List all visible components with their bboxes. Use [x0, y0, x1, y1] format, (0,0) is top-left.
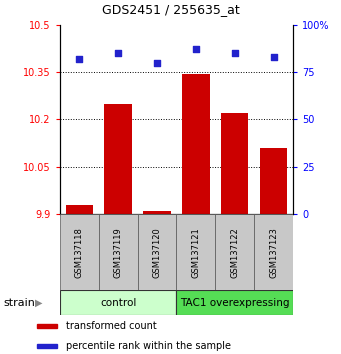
Bar	[182, 74, 210, 214]
Text: GSM137121: GSM137121	[191, 227, 201, 278]
Text: GSM137118: GSM137118	[75, 227, 84, 278]
Text: strain: strain	[3, 298, 35, 308]
Text: ▶: ▶	[35, 298, 43, 308]
Bar	[99, 214, 137, 290]
Bar	[177, 214, 216, 290]
Bar	[104, 104, 132, 214]
Bar	[177, 290, 293, 315]
Text: GDS2451 / 255635_at: GDS2451 / 255635_at	[102, 3, 239, 16]
Bar	[60, 290, 177, 315]
Point	[76, 56, 82, 62]
Point	[115, 50, 121, 56]
Point	[271, 54, 277, 60]
Text: percentile rank within the sample: percentile rank within the sample	[66, 341, 232, 351]
Bar	[60, 214, 99, 290]
Text: transformed count: transformed count	[66, 321, 157, 331]
Point	[193, 47, 199, 52]
Bar	[221, 113, 249, 214]
Text: control: control	[100, 298, 136, 308]
Bar	[216, 214, 254, 290]
Point	[232, 50, 238, 56]
Bar	[37, 344, 57, 348]
Bar	[137, 214, 177, 290]
Text: GSM137123: GSM137123	[269, 227, 278, 278]
Text: GSM137122: GSM137122	[231, 227, 239, 278]
Point	[154, 60, 160, 65]
Text: GSM137120: GSM137120	[152, 227, 162, 278]
Text: GSM137119: GSM137119	[114, 227, 122, 278]
Bar	[260, 148, 287, 214]
Bar	[254, 214, 293, 290]
Bar	[65, 205, 93, 214]
Bar	[143, 211, 170, 214]
Text: TAC1 overexpressing: TAC1 overexpressing	[180, 298, 290, 308]
Bar	[37, 324, 57, 328]
